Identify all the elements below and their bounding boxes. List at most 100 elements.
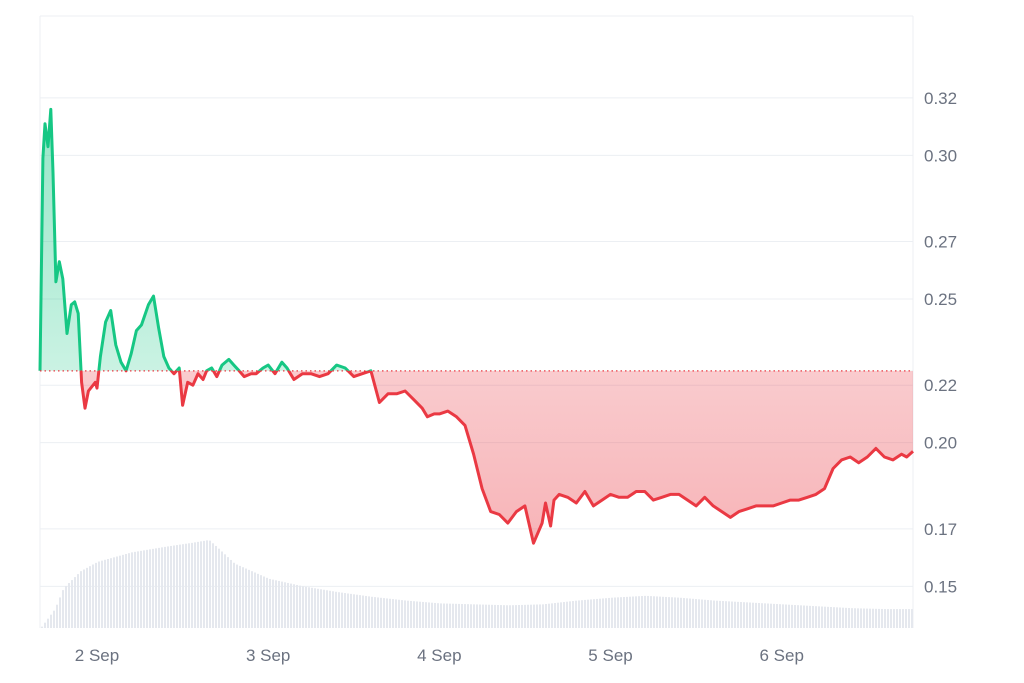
volume-bar: [236, 564, 238, 628]
volume-bar: [461, 603, 463, 628]
volume-bar: [371, 596, 373, 628]
volume-bar: [494, 604, 496, 628]
volume-bar: [905, 609, 907, 628]
volume-bar: [725, 601, 727, 628]
volume-bar: [506, 605, 508, 628]
volume-bar: [629, 596, 631, 628]
volume-bar: [182, 544, 184, 628]
volume-bar: [665, 596, 667, 628]
volume-bar: [785, 604, 787, 628]
volume-bar: [227, 557, 229, 628]
volume-bar: [887, 609, 889, 628]
volume-bar: [851, 608, 853, 628]
volume-bar: [659, 596, 661, 628]
volume-bar: [341, 592, 343, 628]
volume-bar: [647, 595, 649, 628]
y-tick-label: 0.25: [924, 290, 957, 309]
volume-bar: [776, 604, 778, 628]
volume-bar: [206, 540, 208, 628]
volume-bar: [476, 604, 478, 628]
volume-bar: [692, 598, 694, 628]
volume-bar: [473, 604, 475, 628]
volume-bar: [194, 542, 196, 628]
volume-bar: [134, 551, 136, 628]
volume-bar: [380, 597, 382, 628]
volume-bar: [551, 603, 553, 628]
volume-bar: [191, 542, 193, 628]
volume-bar: [470, 604, 472, 628]
volume-bar: [800, 605, 802, 628]
volume-bar: [434, 602, 436, 628]
y-axis-tick-labels: 0.32 0.30 0.27 0.25 0.22 0.20 0.17 0.15: [924, 89, 957, 596]
y-tick-label: 0.17: [924, 520, 957, 539]
volume-bar: [674, 597, 676, 628]
volume-bar: [161, 547, 163, 628]
volume-bar: [773, 603, 775, 628]
y-tick-label: 0.32: [924, 89, 957, 108]
volume-bar: [602, 598, 604, 628]
y-tick-label: 0.15: [924, 577, 957, 596]
volume-bar: [911, 609, 913, 628]
volume-bar: [572, 601, 574, 628]
volume-bar: [740, 602, 742, 628]
volume-bar: [845, 607, 847, 628]
volume-bar: [749, 602, 751, 628]
volume-bar: [458, 603, 460, 628]
volume-bar: [338, 592, 340, 628]
volume-bar: [173, 545, 175, 628]
volume-bar: [245, 568, 247, 628]
volume-bar: [563, 602, 565, 628]
volume-bar: [578, 600, 580, 628]
volume-bar: [872, 608, 874, 628]
volume-bar: [719, 600, 721, 628]
x-tick-label: 6 Sep: [759, 646, 803, 665]
volume-bar: [395, 599, 397, 628]
volume-bar: [605, 598, 607, 628]
volume-bar: [752, 602, 754, 628]
volume-bar: [656, 596, 658, 628]
volume-bar: [545, 604, 547, 628]
volume-bar: [794, 605, 796, 628]
volume-bar: [686, 598, 688, 628]
volume-bar: [833, 607, 835, 628]
volume-bar: [92, 564, 94, 628]
volume-bar: [410, 600, 412, 628]
volume-bar: [152, 548, 154, 628]
volume-bar: [581, 600, 583, 628]
volume-bar: [668, 597, 670, 628]
volume-bar: [638, 596, 640, 628]
volume-bar: [518, 605, 520, 628]
volume-bar: [893, 609, 895, 628]
volume-bar: [815, 606, 817, 628]
volume-bar: [146, 549, 148, 628]
volume-bar: [200, 541, 202, 628]
volume-bar: [653, 596, 655, 628]
price-line-up: [38, 107, 373, 371]
volume-bar: [560, 602, 562, 628]
volume-bar: [446, 603, 448, 628]
volume-bar: [290, 583, 292, 628]
x-tick-label: 5 Sep: [588, 646, 632, 665]
volume-bar: [587, 599, 589, 628]
volume-bar: [662, 596, 664, 628]
volume-bar: [149, 549, 151, 628]
volume-bar: [170, 545, 172, 628]
volume-bar: [401, 600, 403, 628]
volume-bar: [482, 604, 484, 628]
volume-bar: [710, 600, 712, 628]
volume-bar: [677, 597, 679, 628]
volume-bar: [431, 602, 433, 628]
volume-bar: [650, 596, 652, 628]
price-line-down: [79, 370, 915, 545]
volume-bar: [86, 567, 88, 628]
volume-bar: [221, 551, 223, 628]
volume-bar: [143, 550, 145, 628]
volume-bar: [422, 601, 424, 628]
volume-bar: [407, 600, 409, 628]
volume-bar: [713, 600, 715, 628]
volume-bar: [479, 604, 481, 628]
volume-bar: [584, 599, 586, 628]
volume-bar: [734, 601, 736, 628]
volume-bar: [485, 604, 487, 628]
